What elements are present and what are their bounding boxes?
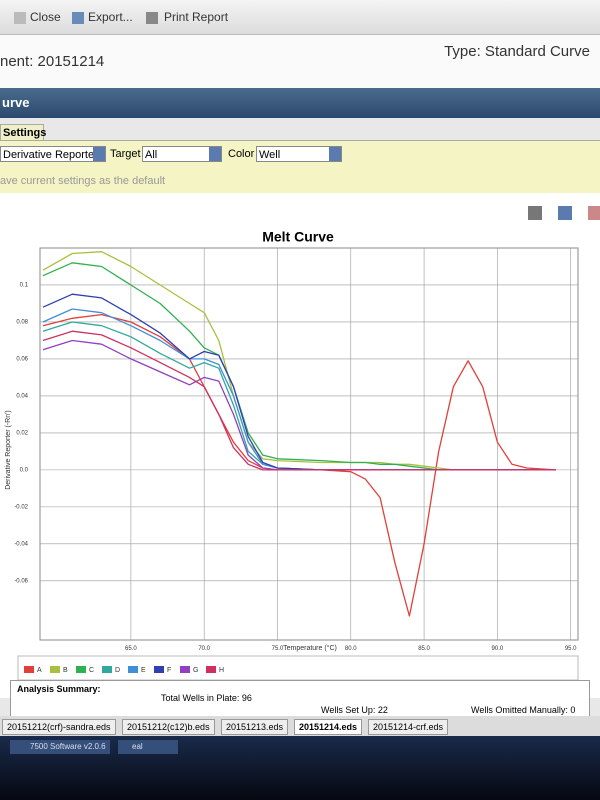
export-icon xyxy=(72,11,84,24)
legend-swatch xyxy=(206,666,216,673)
experiment-type: Type: Standard Curve xyxy=(444,43,590,60)
color-select[interactable]: Well xyxy=(256,146,342,162)
chart-options-icon[interactable] xyxy=(588,206,600,220)
plot-type-value: Derivative Reporter xyxy=(3,149,98,161)
series-line xyxy=(42,330,556,471)
section-title: urve xyxy=(0,88,600,118)
legend-swatch xyxy=(76,666,86,673)
x-tick-label: 80.0 xyxy=(345,646,357,652)
total-wells: Total Wells in Plate: 96 xyxy=(161,693,252,703)
toolbar: Close Export... Print Report xyxy=(0,0,600,35)
wells-set-up: Wells Set Up: 22 xyxy=(321,705,388,715)
file-tab[interactable]: 20151212(c12)b.eds xyxy=(122,719,215,735)
x-tick-label: 85.0 xyxy=(418,646,430,652)
legend-swatch xyxy=(154,666,164,673)
export-button[interactable]: Export... xyxy=(72,10,133,24)
y-tick-label: 0.02 xyxy=(16,430,28,436)
legend-label: C xyxy=(89,667,94,674)
y-tick-label: 0.0 xyxy=(20,467,29,473)
y-tick-label: 0.04 xyxy=(16,394,28,400)
legend-swatch xyxy=(102,666,112,673)
file-tabs: 20151212(crf)-sandra.eds 20151212(c12)b.e… xyxy=(0,716,600,736)
file-tab[interactable]: 20151213.eds xyxy=(221,719,289,735)
target-label: Target xyxy=(110,148,141,160)
close-icon xyxy=(14,11,26,24)
legend-swatch xyxy=(24,666,34,673)
y-axis-label: Derivative Reporter (-Rn') xyxy=(5,410,12,490)
y-tick-label: -0.04 xyxy=(14,541,28,547)
y-tick-label: 0.06 xyxy=(16,357,28,363)
print-icon xyxy=(146,11,158,24)
x-axis-label: Temperature (°C) xyxy=(283,644,337,652)
legend-label: A xyxy=(37,667,42,674)
y-tick-label: 0.08 xyxy=(16,320,28,326)
header: nent: 20151214 Type: Standard Curve xyxy=(0,35,600,88)
x-tick-label: 75.0 xyxy=(272,646,284,652)
legend-swatch xyxy=(180,666,190,673)
color-value: Well xyxy=(259,149,281,161)
legend-label: E xyxy=(141,667,146,674)
y-tick-label: -0.02 xyxy=(14,504,28,510)
target-select[interactable]: All xyxy=(142,146,222,162)
print-label: Print Report xyxy=(164,10,229,24)
legend-label: F xyxy=(167,667,171,674)
x-tick-label: 90.0 xyxy=(492,646,504,652)
legend-label: H xyxy=(219,667,224,674)
taskbar-folder[interactable]: eal xyxy=(118,740,178,754)
wells-omitted: Wells Omitted Manually: 0 xyxy=(471,705,576,715)
dropdown-arrow xyxy=(329,147,341,161)
plot-type-select[interactable]: Derivative Reporter xyxy=(0,146,106,162)
settings-tab[interactable]: Settings xyxy=(0,124,46,141)
file-tab[interactable]: 20151214-crf.eds xyxy=(368,719,449,735)
experiment-name: nent: 20151214 xyxy=(0,53,105,70)
legend-label: B xyxy=(63,667,68,674)
save-chart-icon[interactable] xyxy=(558,206,572,220)
legend-swatch xyxy=(50,666,60,673)
x-tick-label: 70.0 xyxy=(198,646,210,652)
settings-panel: Derivative Reporter Target All Color Wel… xyxy=(0,140,600,194)
legend-label: G xyxy=(193,667,198,674)
x-tick-label: 65.0 xyxy=(125,646,137,652)
taskbar-app[interactable]: 7500 Software v2.0.6 xyxy=(10,740,110,754)
export-label: Export... xyxy=(88,10,133,24)
legend-swatch xyxy=(128,666,138,673)
series-line xyxy=(42,313,557,617)
x-tick-label: 95.0 xyxy=(565,646,577,652)
print-chart-icon[interactable] xyxy=(528,206,542,220)
target-value: All xyxy=(145,149,158,161)
close-button[interactable]: Close xyxy=(14,10,61,24)
y-tick-label: 0.1 xyxy=(20,283,29,289)
dropdown-arrow xyxy=(93,147,105,161)
legend-label: D xyxy=(115,667,120,674)
color-label: Color xyxy=(228,148,255,160)
close-label: Close xyxy=(30,10,61,24)
file-tab[interactable]: 20151212(crf)-sandra.eds xyxy=(2,719,116,735)
print-button[interactable]: Print Report xyxy=(146,10,228,24)
dropdown-arrow xyxy=(209,147,221,161)
analysis-summary: Analysis Summary: Total Wells in Plate: … xyxy=(10,680,590,718)
chart-title: Melt Curve xyxy=(262,229,334,245)
file-tab[interactable]: 20151214.eds xyxy=(294,719,363,735)
save-default-link[interactable]: ave current settings as the default xyxy=(0,175,166,187)
chart: Melt Curve Derivative Reporter (-Rn') Te… xyxy=(5,229,579,680)
summary-title: Analysis Summary: xyxy=(17,684,101,694)
plot-area xyxy=(39,247,579,641)
taskbar: 7500 Software v2.0.6 eal xyxy=(0,736,600,800)
y-tick-label: -0.06 xyxy=(14,578,28,584)
